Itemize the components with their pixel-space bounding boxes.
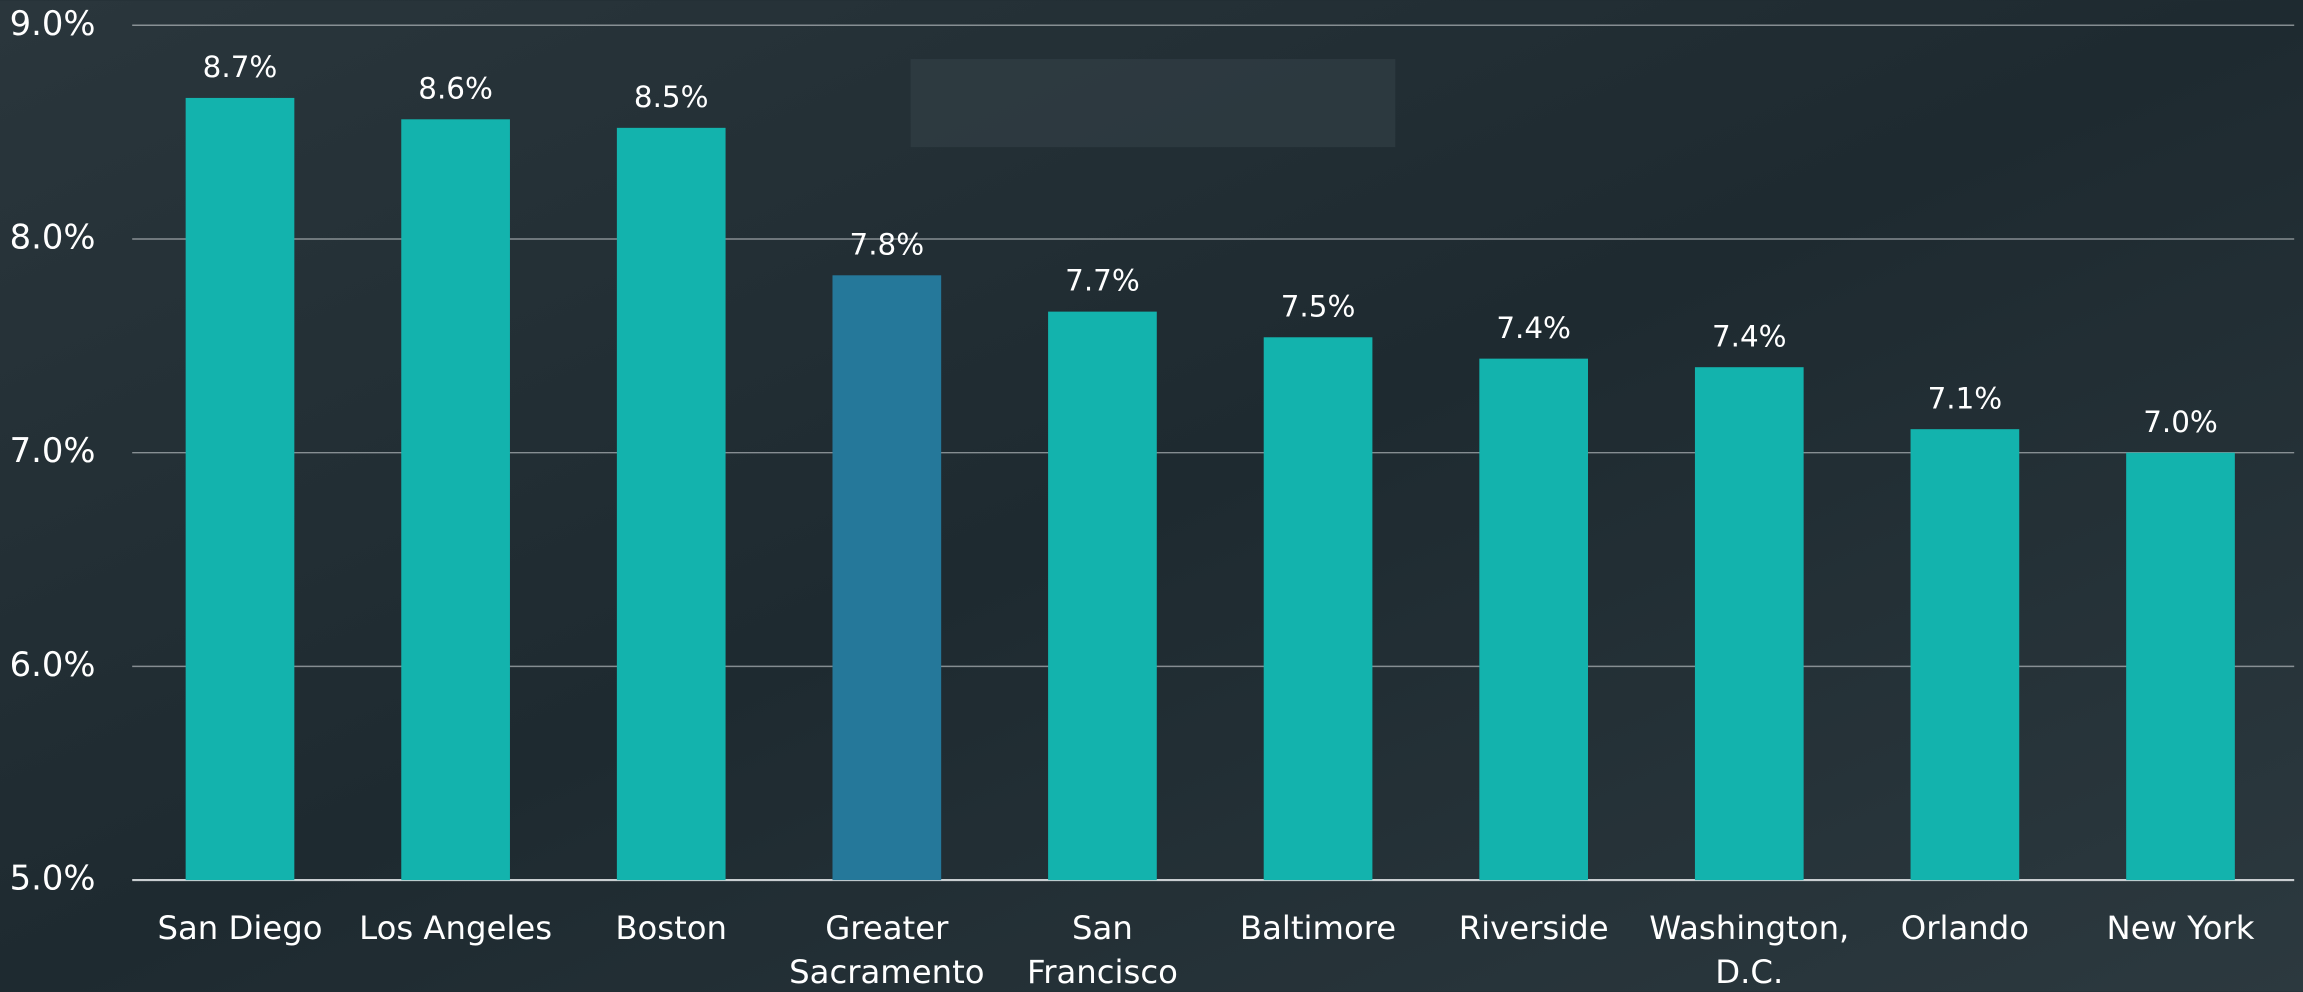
y-tick-label: 9.0% <box>10 4 96 43</box>
x-tick-label: San Diego <box>157 909 322 947</box>
bar <box>2126 453 2235 880</box>
bar <box>832 275 941 880</box>
data-label: 7.8% <box>850 227 925 261</box>
bar <box>186 98 295 880</box>
y-tick-label: 7.0% <box>10 431 96 470</box>
page: {"chart_data": {"type": "bar", "categori… <box>0 0 2303 992</box>
bar <box>1264 337 1373 880</box>
bar <box>1911 429 2020 880</box>
bar <box>617 128 726 880</box>
chart: 5.0% 6.0% 7.0% 8.0% 9.0% 8.7% San Diego 8.6% Los… <box>0 0 2303 992</box>
bar <box>1479 359 1588 880</box>
x-tick-label: Riverside <box>1459 909 1609 947</box>
data-label: 7.4% <box>1496 311 1571 345</box>
data-label: 7.7% <box>1065 264 1140 298</box>
y-tick-label: 8.0% <box>10 217 96 256</box>
data-label: 7.1% <box>1928 381 2003 415</box>
bar <box>1695 367 1804 880</box>
bar <box>401 119 510 880</box>
y-tick-label: 6.0% <box>10 645 96 684</box>
x-tick-label: Orlando <box>1901 909 2029 947</box>
y-tick-label: 5.0% <box>10 859 96 898</box>
data-label: 7.0% <box>2143 405 2218 439</box>
background-building <box>911 59 1396 147</box>
data-label: 8.5% <box>634 80 709 114</box>
x-tick-label: Baltimore <box>1240 909 1396 947</box>
x-tick-label: Boston <box>615 909 727 947</box>
x-tick-label: Los Angeles <box>359 909 552 947</box>
bar <box>1048 312 1157 880</box>
data-label: 8.6% <box>418 71 493 105</box>
data-label: 8.7% <box>203 50 278 84</box>
data-label: 7.5% <box>1281 289 1356 323</box>
data-label: 7.4% <box>1712 319 1787 353</box>
x-tick-label: New York <box>2107 909 2255 947</box>
